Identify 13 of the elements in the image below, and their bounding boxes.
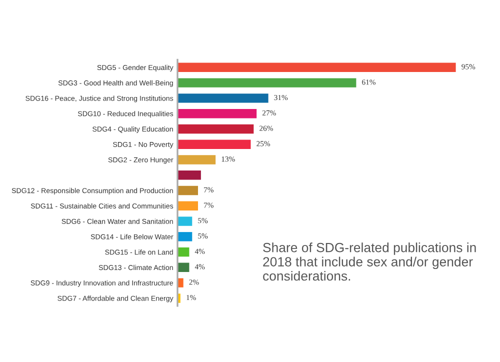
annotation: Share of SDG-related publications in 2018 that include sex and/or gender considerations. — [263, 242, 476, 281]
bar — [178, 170, 201, 180]
bar — [178, 232, 192, 242]
bar — [178, 201, 198, 211]
bar — [178, 62, 456, 72]
bar — [178, 78, 356, 88]
bar — [178, 155, 216, 164]
bar — [178, 94, 268, 103]
bar — [178, 108, 257, 118]
bar — [178, 140, 251, 149]
bar — [178, 124, 254, 134]
bar — [178, 186, 198, 196]
bar — [178, 216, 192, 226]
